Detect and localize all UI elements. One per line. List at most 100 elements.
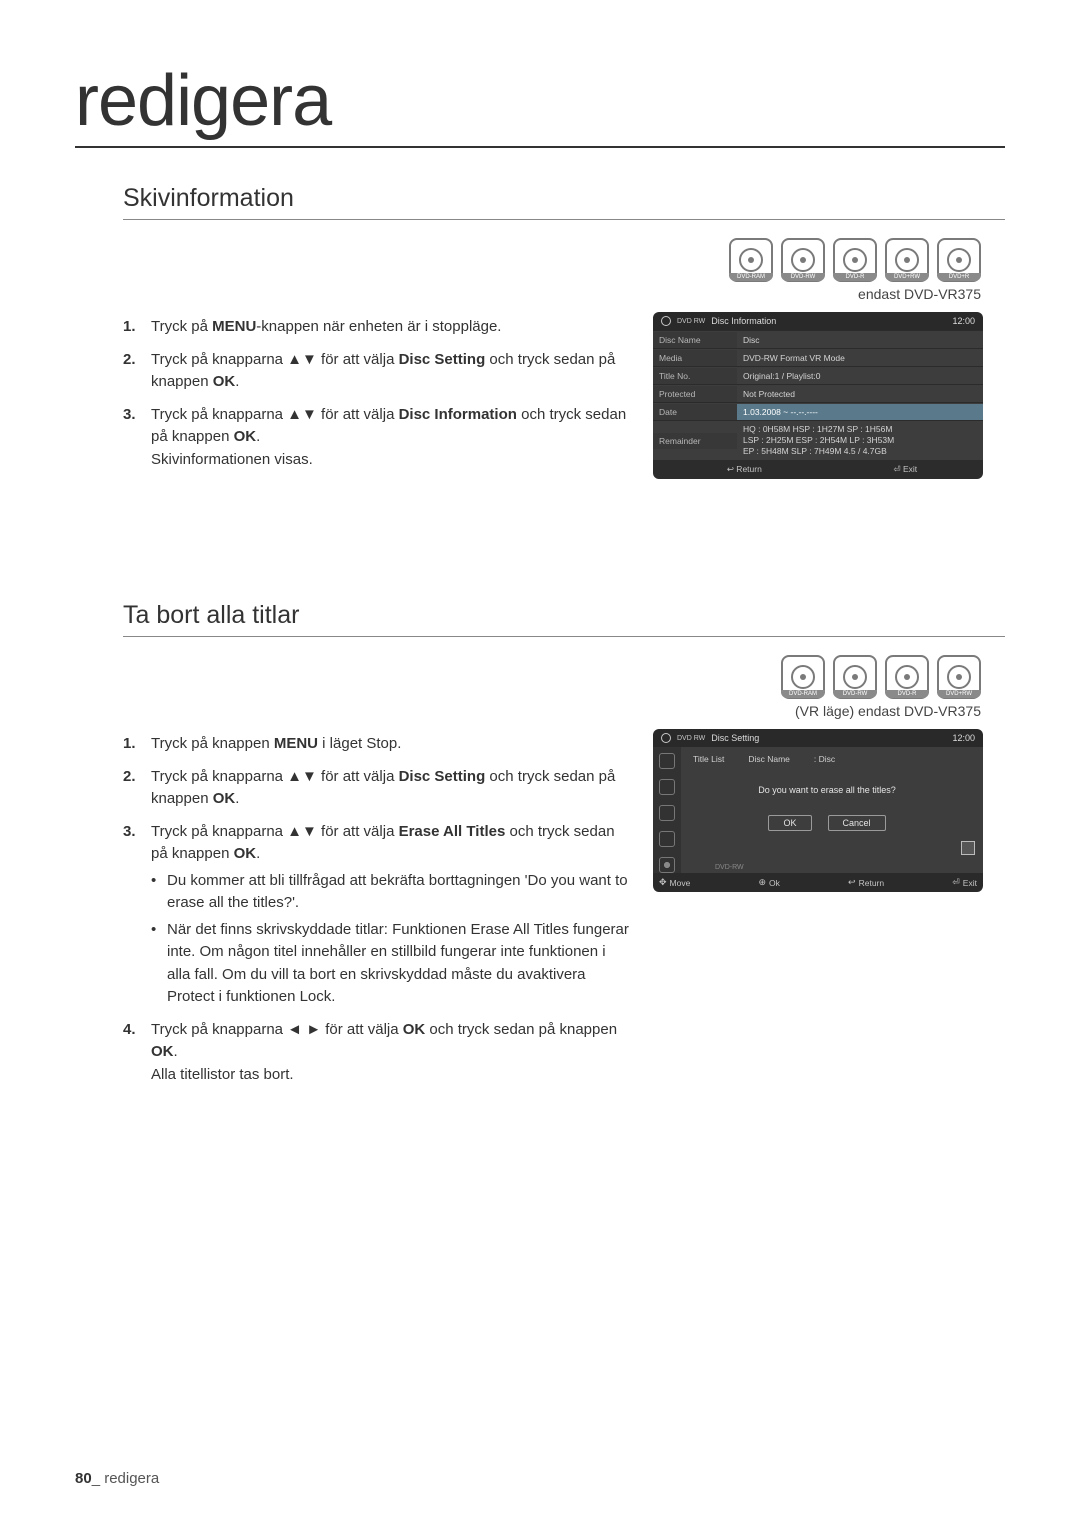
disc-ring-icon	[843, 665, 867, 689]
ss1-body: Disc NameDiscMediaDVD-RW Format VR ModeT…	[653, 330, 983, 460]
info-key: Media	[653, 350, 737, 366]
ss2-body: Title List Disc Name : Disc Do you want …	[653, 747, 983, 873]
section1-disc-icons: DVD-RAMDVD-RW DVD-R DVD+RW DVD+R	[75, 238, 1005, 282]
disc-ring-icon	[895, 248, 919, 272]
step-number: 3.	[123, 404, 151, 472]
step-number: 2.	[123, 349, 151, 394]
step-text: Tryck på knapparna ◄ ► för att välja OK …	[151, 1019, 629, 1087]
instruction-step: 2.Tryck på knapparna ▲▼ för att välja Di…	[123, 766, 629, 811]
disc-icon-label: DVD-R	[885, 690, 929, 698]
disc-icon: DVD-RW	[833, 655, 877, 699]
step-text: Tryck på knapparna ▲▼ för att välja Eras…	[151, 821, 629, 1009]
disc-icon: DVD-RAM	[781, 655, 825, 699]
tiny-disc-icon	[661, 733, 671, 743]
section1-steps: 1.Tryck på MENU-knappen när enheten är i…	[123, 312, 629, 481]
ss-footer-item: ⊕Ok	[758, 877, 779, 888]
step-sub: •När det finns skrivskyddade titlar: Fun…	[151, 919, 629, 1009]
ss2-header-time: 12:00	[952, 733, 975, 743]
ss1-header: DVD RW Disc Information 12:00	[653, 312, 983, 330]
ss2-header-title: Disc Setting	[711, 733, 759, 743]
ss2-footer: ✥Move ⊕Ok ↩Return ⏎Exit	[653, 873, 983, 892]
info-row-remainder: RemainderHQ : 0H58M HSP : 1H27M SP : 1H5…	[653, 420, 983, 460]
sidebar-gear-icon	[659, 857, 675, 873]
section1-title: Skivinformation	[123, 184, 1005, 220]
dialog-cancel-button[interactable]: Cancel	[828, 815, 886, 831]
bullet-icon: •	[151, 870, 167, 915]
disc-icon-label: DVD-R	[833, 273, 877, 281]
info-value: Original:1 / Playlist:0	[737, 368, 983, 384]
footer-glyph-icon: ✥	[659, 877, 667, 888]
sidebar-icon	[659, 831, 675, 847]
disc-icon: DVD-RAM	[729, 238, 773, 282]
footer-glyph-icon: ⊕	[758, 877, 766, 888]
page-footer: 80_ redigera	[75, 1470, 159, 1487]
ss2-header: DVD RW Disc Setting 12:00	[653, 729, 983, 747]
ss2-main: Title List Disc Name : Disc Do you want …	[681, 747, 983, 873]
footer-label-text: Ok	[769, 878, 780, 888]
step-sub-text: Du kommer att bli tillfrågad att bekräft…	[167, 870, 629, 915]
disc-icon-label: DVD-RW	[833, 690, 877, 698]
disc-icon: DVD-R	[833, 238, 877, 282]
info-value: 1.03.2008 ~ --.--.----	[737, 404, 983, 420]
footer-glyph-icon: ↩	[848, 877, 856, 888]
footer-label: redigera	[104, 1470, 159, 1487]
info-key: Date	[653, 404, 737, 420]
footer-label-text: Return	[859, 878, 885, 888]
info-key: Protected	[653, 386, 737, 402]
ss2-row1-right: : Disc	[814, 754, 835, 764]
instruction-step: 2.Tryck på knapparna ▲▼ för att välja Di…	[123, 349, 629, 394]
ss1-header-left-label: DVD RW	[677, 318, 705, 325]
step-text: Tryck på knapparna ▲▼ för att välja Disc…	[151, 349, 629, 394]
ss-footer-item: ⏎ Exit	[886, 464, 918, 475]
section2-title: Ta bort alla titlar	[123, 601, 1005, 637]
step-number: 1.	[123, 733, 151, 756]
footer-glyph-icon: ⏎	[952, 877, 960, 888]
corner-square-icon	[961, 841, 975, 855]
section2-disc-icons: DVD-RAM DVD-RW DVD-R DVD+RW	[75, 655, 1005, 699]
info-value: DVD-RW Format VR Mode	[737, 350, 983, 366]
disc-icon-label: DVD+R	[937, 273, 981, 281]
step-text: Tryck på knappen MENU i läget Stop.	[151, 733, 629, 756]
ss1-header-time: 12:00	[952, 316, 975, 326]
ss1-footer: ↩ Return ⏎ Exit	[653, 460, 983, 479]
step-number: 1.	[123, 316, 151, 339]
ss-footer-item: ↩Return	[848, 877, 884, 888]
tiny-disc-icon	[661, 316, 671, 326]
step-text: Tryck på MENU-knappen när enheten är i s…	[151, 316, 629, 339]
disc-ring-icon	[843, 248, 867, 272]
disc-icon: DVD-RW	[781, 238, 825, 282]
erase-dialog: Do you want to erase all the titles? OK …	[701, 785, 953, 831]
info-key: Remainder	[653, 433, 737, 449]
disc-ring-icon	[947, 665, 971, 689]
instruction-step: 1.Tryck på MENU-knappen när enheten är i…	[123, 316, 629, 339]
footer-label-text: Exit	[963, 878, 977, 888]
section1-endast-note: endast DVD-VR375	[75, 286, 981, 302]
footer-underscore: _	[92, 1470, 105, 1487]
disc-ring-icon	[791, 248, 815, 272]
step-sub-text: När det finns skrivskyddade titlar: Funk…	[167, 919, 629, 1009]
disc-ring-icon	[791, 665, 815, 689]
dialog-ok-button[interactable]: OK	[768, 815, 811, 831]
instruction-step: 4.Tryck på knapparna ◄ ► för att välja O…	[123, 1019, 629, 1087]
info-row: ProtectedNot Protected	[653, 384, 983, 402]
screenshot-disc-information: DVD RW Disc Information 12:00 Disc NameD…	[653, 312, 983, 479]
instruction-step: 3.Tryck på knapparna ▲▼ för att välja Er…	[123, 821, 629, 1009]
page-number: 80	[75, 1470, 92, 1487]
ss-footer-item: ↩ Return	[719, 464, 762, 475]
sidebar-icon	[659, 779, 675, 795]
info-key: Title No.	[653, 368, 737, 384]
ss2-sidebar	[653, 747, 681, 873]
disc-ring-icon	[739, 248, 763, 272]
info-key: Disc Name	[653, 332, 737, 348]
sidebar-icon	[659, 805, 675, 821]
disc-icon: DVD+RW	[937, 655, 981, 699]
ss-footer-item: ⏎Exit	[952, 877, 977, 888]
dialog-text: Do you want to erase all the titles?	[701, 785, 953, 795]
footer-label-text: Move	[670, 878, 691, 888]
disc-icon-label: DVD+RW	[937, 690, 981, 698]
disc-icon-label: DVD+RW	[885, 273, 929, 281]
ss-footer-item: ✥Move	[659, 877, 690, 888]
chapter-title: redigera	[75, 60, 1005, 148]
ss2-row1-mid: Disc Name	[748, 754, 790, 764]
dvd-rmv-label: DVD-RW	[715, 864, 744, 871]
